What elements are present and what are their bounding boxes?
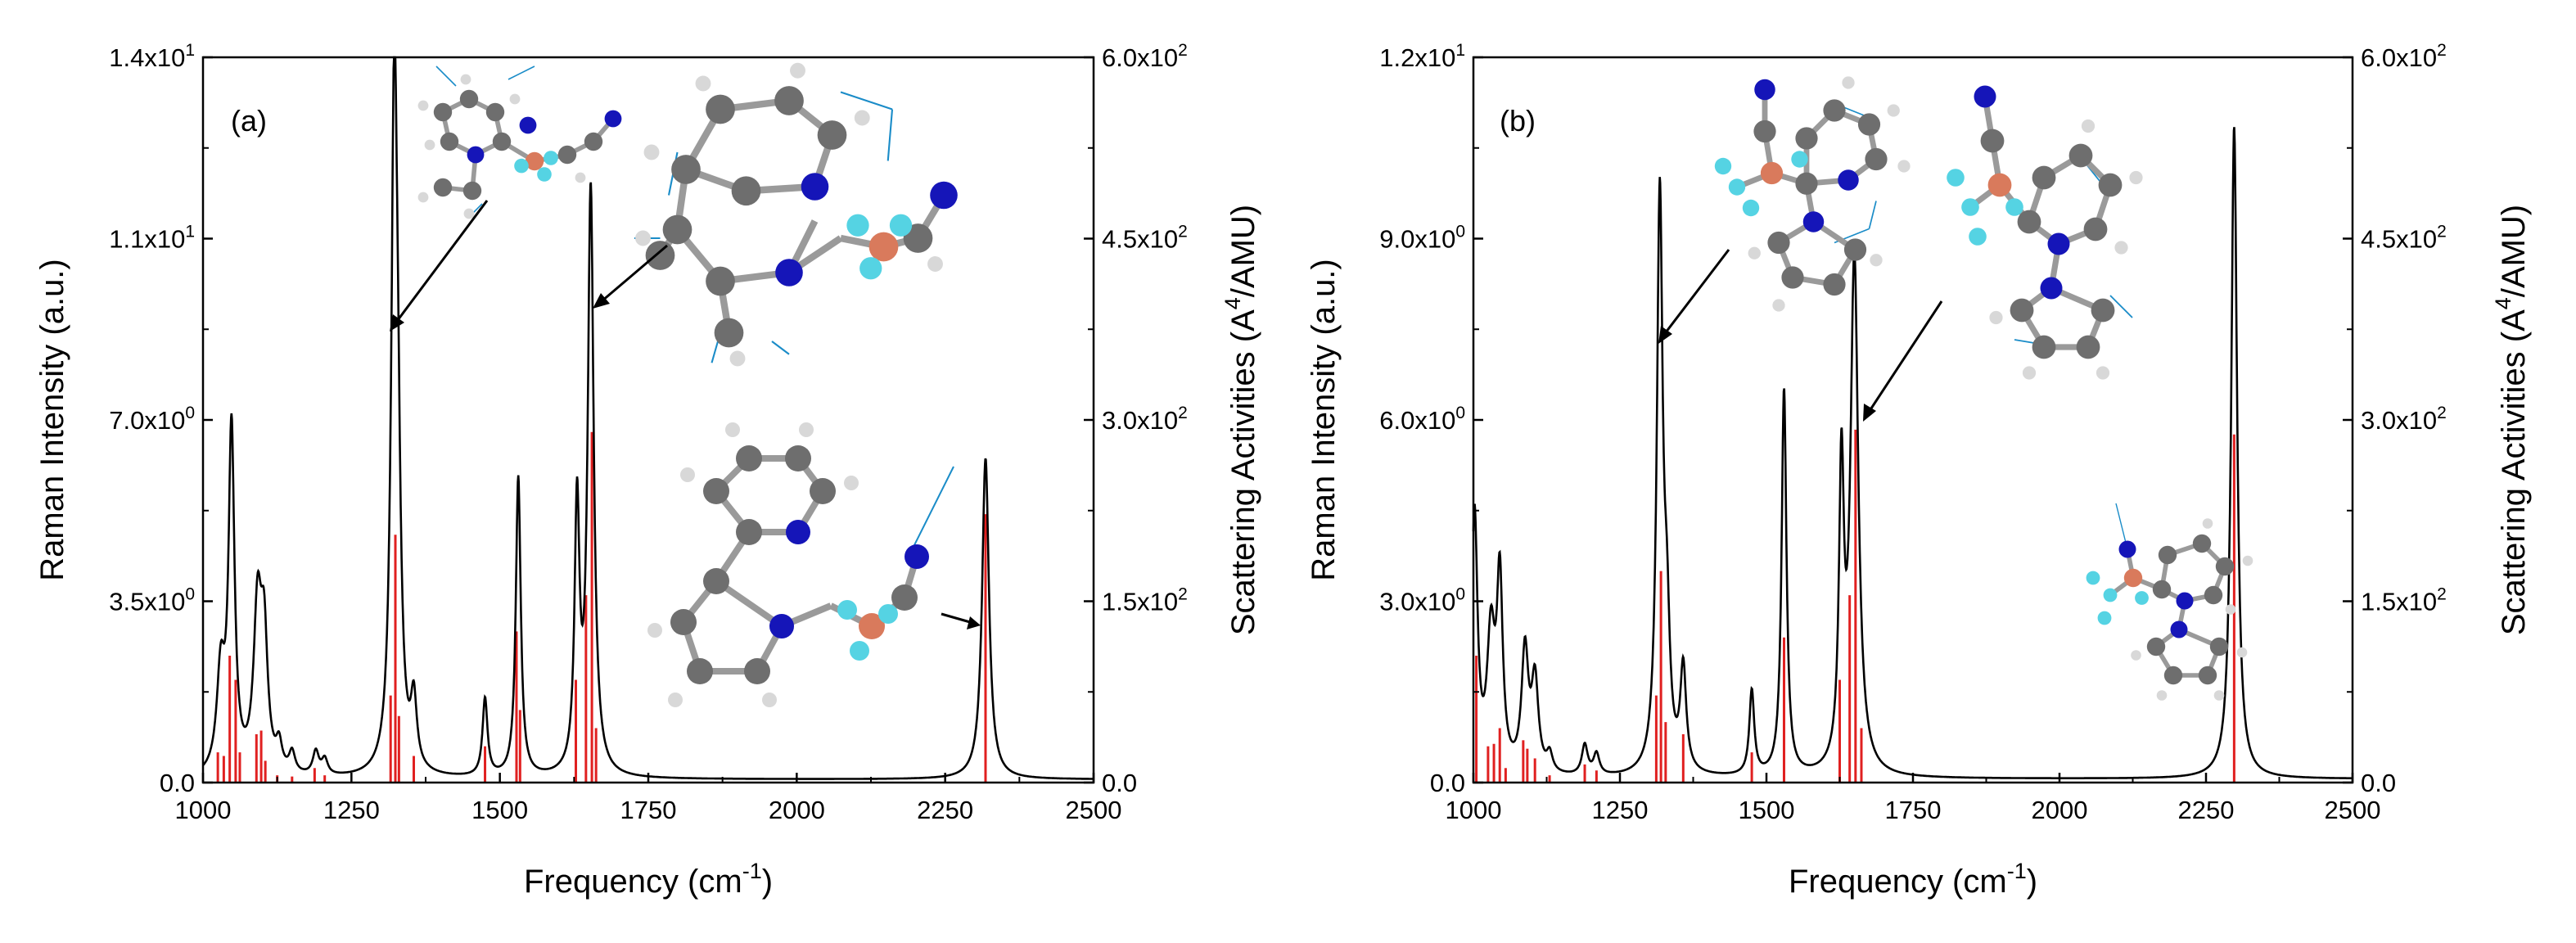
panel-label-a: (a) — [231, 104, 267, 138]
y-tick-label: 6.0x100 — [1379, 404, 1465, 435]
x-tick-label: 1250 — [1592, 796, 1649, 824]
callout-arrow-b1 — [1662, 249, 1730, 336]
callout-arrowhead-a3 — [967, 616, 981, 629]
x-tick-label: 1000 — [175, 796, 232, 824]
x-tick-label: 1500 — [471, 796, 528, 824]
x-tick-label: 2000 — [2032, 796, 2088, 824]
molecule-inset-b2 — [1947, 85, 2143, 380]
x-axis-label-a: Frequency (cm-1) — [524, 859, 773, 900]
y2-tick-label: 0.0 — [2361, 769, 2396, 797]
raman-spectrum-curve-b — [1472, 127, 2353, 779]
molecule-inset-b3 — [2086, 503, 2253, 701]
y-tick-label: 1.2x101 — [1379, 41, 1465, 72]
callout-arrowhead-a1 — [390, 314, 404, 332]
x-tick-label: 2250 — [2178, 796, 2235, 824]
molecule-inset-a2 — [634, 62, 958, 367]
y-tick-label: 9.0x100 — [1379, 223, 1465, 254]
y2-axis-label-b: Scattering Activities (A4/AMU) — [2491, 205, 2532, 635]
y-tick-label: 0.0 — [160, 769, 195, 797]
panel-b: 1000 1250 1500 1750 2000 2250 25000.03.0x1006.… — [1306, 41, 2532, 900]
y2-axis-label-a: Scattering Activities (A4/AMU) — [1220, 205, 1261, 635]
y2-tick-label: 0.0 — [1102, 769, 1137, 797]
callout-arrow-a1 — [394, 200, 489, 324]
x-tick-label: 1750 — [620, 796, 677, 824]
x-tick-label: 1750 — [1885, 796, 1942, 824]
y2-tick-label: 3.0x102 — [1102, 404, 1188, 435]
y-tick-label: 1.1x101 — [109, 223, 195, 254]
x-tick-label: 2500 — [1066, 796, 1122, 824]
panel-label-b: (b) — [1500, 104, 1536, 138]
x-tick-label: 2250 — [917, 796, 973, 824]
y-axis-label-b: Raman Intensity (a.u.) — [1306, 259, 1342, 581]
plot-frame-a — [201, 56, 1095, 784]
y-tick-label: 3.0x100 — [1379, 585, 1465, 616]
y-axis-label-a: Raman Intensity (a.u.) — [34, 259, 70, 581]
y2-tick-label: 4.5x102 — [2361, 223, 2447, 254]
molecule-inset-b1 — [1714, 76, 1911, 312]
axis-ticks-b: 1000 1250 1500 1750 2000 2250 25000.03.0x1006.… — [1379, 41, 2447, 824]
axis-ticks-a: 1000 1250 1500 1750 2000 2250 25000.03.5x1007.… — [109, 41, 1188, 824]
x-tick-label: 2500 — [2325, 796, 2381, 824]
molecule-inset-a1 — [417, 65, 622, 219]
molecule-inset-a3 — [647, 422, 954, 707]
x-tick-label: 2000 — [769, 796, 825, 824]
callout-arrowhead-a2 — [593, 293, 610, 309]
x-axis-label-b: Frequency (cm-1) — [1789, 859, 2037, 900]
panel-a: 1000 1250 1500 1750 2000 2250 25000.03.5x1007.… — [34, 41, 1261, 900]
callout-arrow-b2 — [1866, 300, 1943, 414]
y-tick-label: 7.0x100 — [109, 404, 195, 435]
y2-tick-label: 4.5x102 — [1102, 223, 1188, 254]
y2-tick-label: 6.0x102 — [2361, 41, 2447, 72]
y2-tick-label: 6.0x102 — [1102, 41, 1188, 72]
callout-arrowhead-b1 — [1658, 326, 1672, 344]
plot-frame-b — [1472, 56, 2354, 784]
y-tick-label: 3.5x100 — [109, 585, 195, 616]
y2-tick-label: 3.0x102 — [2361, 404, 2447, 435]
stick-series-b — [1475, 429, 2235, 783]
callout-arrowhead-b2 — [1863, 404, 1876, 422]
x-tick-label: 1250 — [323, 796, 380, 824]
x-tick-label: 1000 — [1446, 796, 1502, 824]
x-tick-label: 1500 — [1739, 796, 1795, 824]
y-tick-label: 0.0 — [1430, 769, 1465, 797]
y2-tick-label: 1.5x102 — [2361, 585, 2447, 616]
stick-series-a — [216, 431, 987, 783]
raman-spectrum-curve-a — [201, 56, 1094, 780]
callout-arrow-a2 — [601, 244, 668, 303]
y2-tick-label: 1.5x102 — [1102, 585, 1188, 616]
callout-arrow-a3 — [941, 612, 971, 624]
y-tick-label: 1.4x101 — [109, 41, 195, 72]
